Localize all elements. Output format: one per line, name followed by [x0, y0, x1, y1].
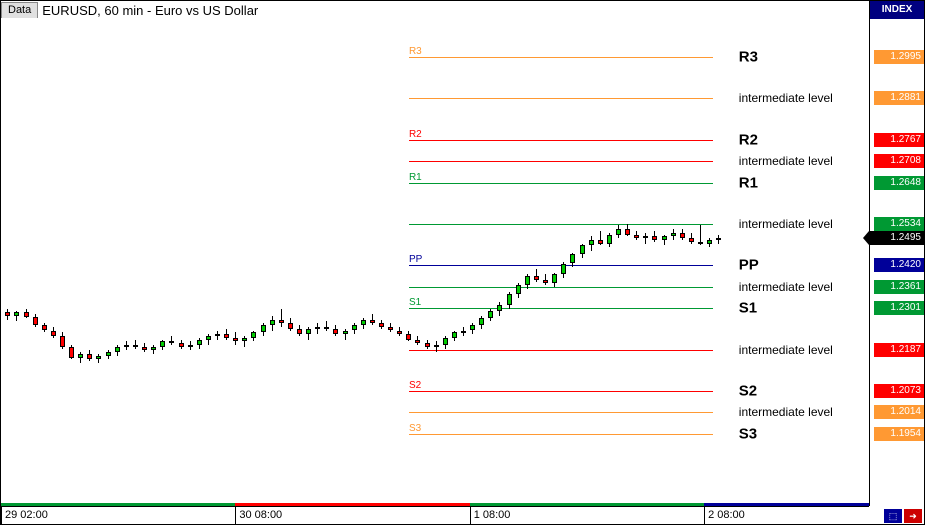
pivot-ext-label-R1i: intermediate level — [739, 217, 833, 231]
pivot-ext-label-S3: S3 — [739, 426, 757, 443]
pivot-line-PPi — [409, 287, 713, 288]
title-bar: Data EURUSD, 60 min - Euro vs US Dollar — [1, 1, 258, 19]
index-header: INDEX — [870, 1, 924, 19]
pivot-line-S3 — [409, 434, 713, 435]
current-price-marker: 1.2495 — [869, 231, 924, 245]
pivot-ext-label-S2i: intermediate level — [739, 405, 833, 419]
time-axis: 29 02:00 30 08:00 1 08:00 2 08:00 — [1, 506, 869, 524]
pivot-label-S2: S2 — [409, 380, 421, 391]
pivot-ext-label-R3: R3 — [739, 49, 758, 66]
price-tag-R1: 1.2648 — [874, 176, 924, 190]
pivot-ext-label-S1i: intermediate level — [739, 343, 833, 357]
pivot-ext-label-PP: PP — [739, 257, 759, 274]
price-tag-R2i: 1.2708 — [874, 154, 924, 168]
exit-icon[interactable]: ➜ — [904, 509, 922, 523]
pivot-ext-label-S2: S2 — [739, 383, 757, 400]
pivot-ext-label-R2: R2 — [739, 131, 758, 148]
data-tab[interactable]: Data — [1, 2, 38, 18]
price-tag-S2i: 1.2014 — [874, 405, 924, 419]
pivot-label-R3: R3 — [409, 46, 422, 57]
price-tag-R3i: 1.2881 — [874, 91, 924, 105]
pivot-label-S3: S3 — [409, 423, 421, 434]
x-tick: 30 08:00 — [235, 506, 282, 524]
pivot-label-R1: R1 — [409, 172, 422, 183]
pivot-line-S1 — [409, 308, 713, 309]
price-tag-S1i: 1.2187 — [874, 343, 924, 357]
pivot-ext-label-R3i: intermediate level — [739, 91, 833, 105]
price-tag-R3: 1.2995 — [874, 50, 924, 64]
price-tag-PPi: 1.2361 — [874, 280, 924, 294]
pivot-ext-label-R1: R1 — [739, 174, 758, 191]
bottom-icons: ⬚ ➜ — [884, 509, 922, 523]
plot-area[interactable]: R3 R3 intermediate level R2 R2 intermediate l… — [1, 19, 869, 506]
pivot-label-S1: S1 — [409, 297, 421, 308]
pivot-line-S2i — [409, 412, 713, 413]
x-tick: 1 08:00 — [470, 506, 511, 524]
pivot-line-R1 — [409, 183, 713, 184]
price-tag-R2: 1.2767 — [874, 133, 924, 147]
price-tag-S2: 1.2073 — [874, 384, 924, 398]
price-tag-S1: 1.2301 — [874, 301, 924, 315]
pivot-label-R2: R2 — [409, 129, 422, 140]
pivot-line-S1i — [409, 350, 713, 351]
pivot-ext-label-PPi: intermediate level — [739, 280, 833, 294]
price-axis: INDEX 1.2995 1.2881 1.2767 1.2708 1.2648 1.25… — [869, 1, 924, 506]
pivot-ext-label-S1: S1 — [739, 300, 757, 317]
pivot-line-R2i — [409, 161, 713, 162]
pivot-line-R1i — [409, 224, 713, 225]
chart-title: EURUSD, 60 min - Euro vs US Dollar — [38, 3, 258, 18]
price-tag-PP: 1.2420 — [874, 258, 924, 272]
x-tick: 29 02:00 — [1, 506, 48, 524]
layout-icon[interactable]: ⬚ — [884, 509, 902, 523]
chart-container: Data EURUSD, 60 min - Euro vs US Dollar … — [0, 0, 925, 525]
pivot-ext-label-R2i: intermediate level — [739, 154, 833, 168]
pivot-line-R3 — [409, 57, 713, 58]
price-tag-R1i: 1.2534 — [874, 217, 924, 231]
pivot-label-PP: PP — [409, 254, 422, 265]
x-tick: 2 08:00 — [704, 506, 745, 524]
pivot-line-S2 — [409, 391, 713, 392]
pivot-line-R2 — [409, 140, 713, 141]
pivot-line-R3i — [409, 98, 713, 99]
price-tag-S3: 1.1954 — [874, 427, 924, 441]
